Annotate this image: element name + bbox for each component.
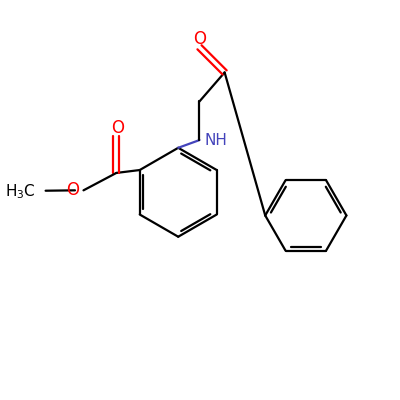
Text: $\mathregular{H_3}$C: $\mathregular{H_3}$C [5, 182, 36, 201]
Text: O: O [111, 119, 124, 137]
Text: O: O [193, 30, 206, 48]
Text: NH: NH [204, 132, 227, 148]
Text: O: O [66, 180, 79, 198]
